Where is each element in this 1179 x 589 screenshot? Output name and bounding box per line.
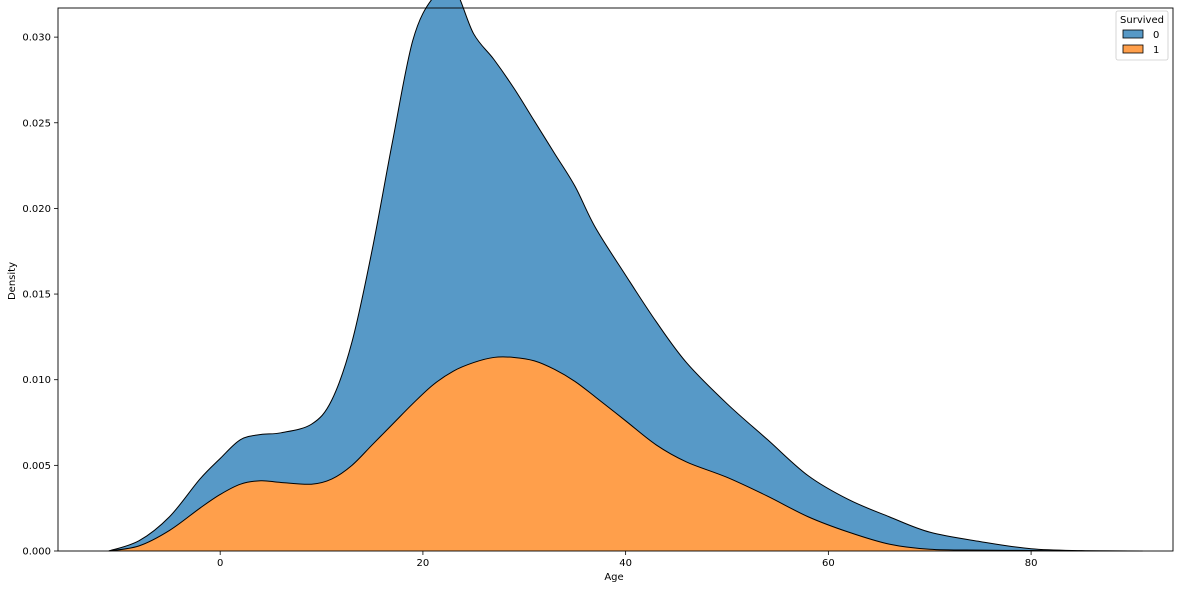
y-tick-label: 0.025 <box>22 118 51 129</box>
y-tick-label: 0.015 <box>22 290 51 301</box>
x-axis-label: Age <box>604 572 623 583</box>
legend-label-0: 0 <box>1153 30 1159 41</box>
axes-frame <box>57 7 1174 552</box>
x-tick-label: 60 <box>822 558 835 569</box>
legend: Survived 0 1 <box>1115 10 1169 61</box>
density-line-0 <box>108 0 1143 552</box>
x-tick-label: 0 <box>217 558 223 569</box>
x-axis: 0 20 40 60 80 <box>217 551 1037 569</box>
y-axis: 0.000 0.005 0.010 0.015 0.020 0.025 0.030 <box>22 33 58 558</box>
density-line-1 <box>108 356 1143 552</box>
density-area-1 <box>108 356 1143 551</box>
y-tick-label: 0.020 <box>22 204 51 215</box>
y-tick-label: 0.000 <box>22 547 51 558</box>
legend-swatch-1 <box>1122 44 1144 54</box>
x-tick-label: 20 <box>417 558 430 569</box>
y-tick-label: 0.030 <box>22 33 51 44</box>
legend-label-1: 1 <box>1153 45 1159 56</box>
x-tick-label: 80 <box>1025 558 1038 569</box>
legend-swatch-0 <box>1122 29 1144 39</box>
y-axis-label: Density <box>7 262 18 300</box>
legend-title: Survived <box>1120 15 1164 26</box>
plot-area <box>108 0 1143 552</box>
x-tick-label: 40 <box>619 558 632 569</box>
y-tick-label: 0.010 <box>22 375 51 386</box>
y-tick-label: 0.005 <box>22 461 51 472</box>
